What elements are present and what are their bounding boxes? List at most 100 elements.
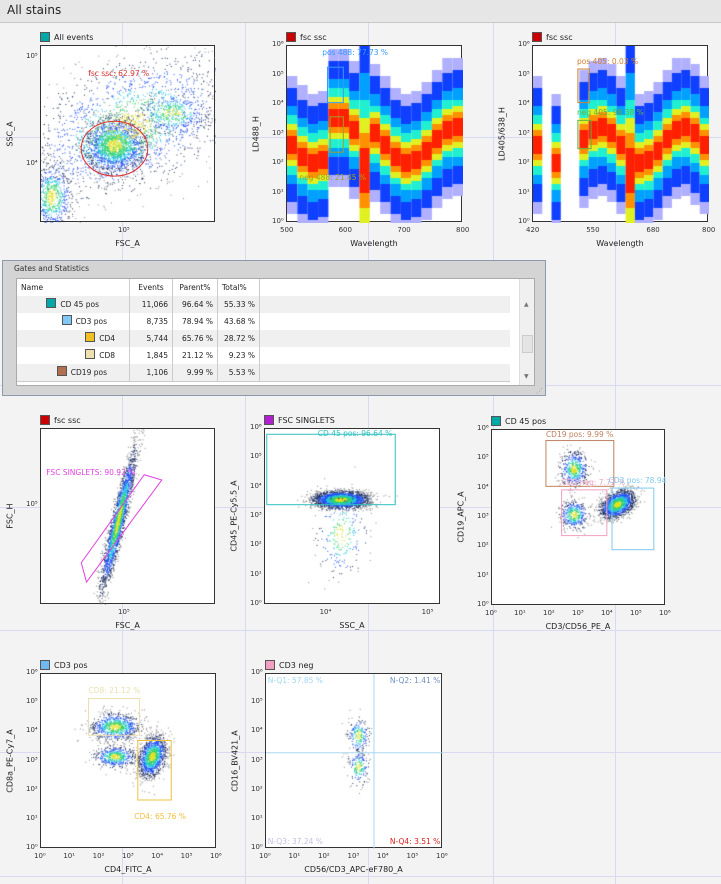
y-axis-label[interactable]: FSC_H bbox=[5, 503, 15, 529]
gates-statistics-panel[interactable]: Gates and Statistics Name Events Parent%… bbox=[2, 260, 546, 396]
event-density-plot bbox=[41, 429, 216, 605]
population-name: CD3 neg bbox=[279, 660, 314, 670]
plot-legend[interactable]: fsc ssc bbox=[40, 415, 81, 425]
gate-shape[interactable] bbox=[545, 440, 615, 487]
table-row[interactable]: CD4 5,744 65.76 % 28.72 % bbox=[17, 330, 510, 348]
column-header-parent[interactable]: Parent% bbox=[173, 279, 218, 296]
plot-legend[interactable]: CD3 neg bbox=[265, 660, 313, 670]
resize-grip-icon[interactable]: ⋰ bbox=[536, 387, 543, 395]
gate-shape[interactable] bbox=[561, 489, 608, 537]
plot-canvas[interactable]: pos 405: 0.03 % neg 405: 98.38 % bbox=[532, 45, 709, 223]
scroll-down-arrow-icon[interactable]: ▼ bbox=[524, 373, 529, 380]
gate-name: CD19 pos bbox=[70, 368, 107, 377]
plot-legend[interactable]: fsc ssc bbox=[532, 32, 573, 42]
x-axis-label[interactable]: FSC_A bbox=[115, 621, 140, 630]
column-header-name[interactable]: Name bbox=[17, 279, 130, 296]
y-axis-label[interactable]: CD8a_PE-Cy7_A bbox=[5, 728, 15, 793]
gate-label[interactable]: N-Q3: 37.24 % bbox=[267, 836, 323, 846]
gate-label[interactable]: CD8: 21.12 % bbox=[88, 686, 141, 696]
gate-label[interactable]: neg 405: 98.38 % bbox=[577, 107, 644, 117]
gate-label[interactable]: N-Q2: 1.41 % bbox=[389, 675, 441, 685]
y-axis-label[interactable]: CD19_APC_A bbox=[456, 491, 466, 543]
x-tick-label: 10⁵ bbox=[421, 608, 434, 616]
gate-label[interactable]: N-Q1: 57.85 % bbox=[267, 675, 323, 685]
population-name: FSC SINGLETS bbox=[278, 415, 335, 425]
table-row[interactable]: CD19 pos 1,106 9.99 % 5.53 % bbox=[17, 364, 510, 382]
column-header-events[interactable]: Events bbox=[130, 279, 173, 296]
gate-shape[interactable] bbox=[611, 487, 655, 551]
gate-label[interactable]: neg 488: 21.45 % bbox=[299, 173, 367, 183]
x-tick-label: 10⁵ bbox=[406, 852, 419, 860]
table-row[interactable]: CD 45 pos 11,066 96.64 % 55.33 % bbox=[17, 296, 510, 314]
x-tick-label: 10⁶ bbox=[659, 609, 671, 617]
y-tick-label: 10¹ bbox=[477, 570, 489, 579]
y-tick-label: 10³ bbox=[477, 512, 489, 520]
gate-name: CD8 bbox=[99, 351, 115, 360]
table-row[interactable]: CD8 1,845 21.12 % 9.23 % bbox=[17, 347, 510, 365]
gate-shape[interactable] bbox=[329, 116, 344, 153]
gate-shape[interactable] bbox=[577, 119, 592, 150]
plot-legend[interactable]: CD3 pos bbox=[40, 660, 88, 670]
x-tick-label: 800 bbox=[456, 226, 470, 234]
x-tick-label: 10⁵ bbox=[180, 852, 193, 860]
x-tick-label: 700 bbox=[397, 226, 411, 234]
y-tick-label: 10⁴ bbox=[26, 158, 38, 167]
x-axis-label[interactable]: CD56/CD3_APC-eF780_A bbox=[304, 865, 403, 874]
gate-label[interactable]: FSC SINGLETS: 90.92 % bbox=[46, 467, 136, 477]
x-axis-label[interactable]: FSC_A bbox=[115, 239, 140, 248]
y-axis-label[interactable]: SSC_A bbox=[5, 120, 15, 147]
gate-shape[interactable] bbox=[577, 68, 590, 104]
x-tick-label: 10⁴ bbox=[319, 608, 332, 616]
table-scrollbar[interactable]: ▲ ▼ bbox=[519, 279, 534, 385]
y-axis-label[interactable]: LD405/638_H bbox=[497, 106, 507, 161]
x-axis-label[interactable]: CD3/CD56_PE_A bbox=[545, 622, 611, 631]
x-axis-label[interactable]: Wavelength bbox=[596, 239, 644, 248]
column-header-total[interactable]: Total% bbox=[218, 279, 260, 296]
gate-shape[interactable] bbox=[88, 698, 141, 736]
y-tick-label: 10⁰ bbox=[250, 599, 262, 607]
gate-label[interactable]: N-Q4: 3.51 % bbox=[389, 836, 441, 846]
plot-legend[interactable]: CD 45 pos bbox=[491, 416, 546, 426]
scroll-thumb[interactable] bbox=[522, 335, 533, 353]
y-axis-label[interactable]: LD488_H bbox=[251, 115, 261, 152]
x-axis-label[interactable]: Wavelength bbox=[350, 239, 398, 248]
plot-legend[interactable]: All events bbox=[40, 32, 93, 42]
y-axis-label[interactable]: CD16_BV421_A bbox=[230, 729, 240, 792]
plot-canvas[interactable]: CD19 pos: 9.99 % CD3 neg: 7.72 % CD3 pos: … bbox=[491, 429, 667, 606]
y-tick-label: 10⁰ bbox=[477, 600, 489, 608]
gate-shape[interactable] bbox=[326, 66, 344, 104]
table-row[interactable]: CD3 pos 8,735 78.94 % 43.68 % bbox=[17, 313, 510, 331]
gate-label[interactable]: CD4: 65.76 % bbox=[134, 812, 186, 822]
plot-canvas[interactable]: CD 45 pos: 96.64 % bbox=[264, 428, 441, 605]
parent-percent-cell: 9.99 % bbox=[173, 364, 218, 381]
plot-canvas[interactable]: N-Q1: 57.85 % N-Q2: 1.41 % N-Q3: 37.24 % N-… bbox=[265, 673, 443, 849]
gate-label[interactable]: CD19 pos: 9.99 % bbox=[545, 430, 614, 439]
gate-label[interactable]: CD 45 pos: 96.64 % bbox=[317, 429, 393, 438]
gate-label[interactable]: fsc ssc: 62.97 % bbox=[88, 69, 150, 78]
gate-shape[interactable] bbox=[137, 740, 172, 801]
event-density-plot bbox=[41, 674, 217, 849]
gate-label[interactable]: CD3 pos: 78.94 bbox=[608, 475, 667, 485]
plot-canvas[interactable]: fsc ssc: 62.97 % bbox=[40, 45, 216, 223]
gate-label[interactable]: pos 488: 77.73 % bbox=[322, 47, 389, 57]
plot-canvas[interactable]: FSC SINGLETS: 90.92 % bbox=[40, 428, 216, 605]
y-axis-label[interactable]: CD45_PE-Cy5.5_A bbox=[229, 480, 239, 552]
y-tick-label: 10¹ bbox=[250, 569, 262, 578]
x-axis-label[interactable]: SSC_A bbox=[339, 621, 365, 630]
plot-canvas[interactable]: pos 488: 77.73 % neg 488: 21.45 % bbox=[286, 45, 463, 223]
x-tick-label: 10² bbox=[543, 609, 555, 617]
gate-layer bbox=[266, 433, 396, 506]
gate-shape[interactable] bbox=[80, 474, 163, 584]
statistics-table: Name Events Parent% Total% CD 45 pos 11,… bbox=[16, 278, 535, 386]
plot-legend[interactable]: FSC SINGLETS bbox=[264, 415, 335, 425]
scroll-up-arrow-icon[interactable]: ▲ bbox=[524, 301, 529, 308]
gate-layer bbox=[80, 120, 149, 177]
plot-legend[interactable]: fsc ssc bbox=[286, 32, 327, 42]
gate-label[interactable]: CD3 neg: 7.72 % bbox=[561, 477, 626, 487]
y-tick-label: 10⁵ bbox=[250, 452, 262, 461]
gate-shape[interactable] bbox=[80, 120, 149, 177]
x-axis-label[interactable]: CD4_FITC_A bbox=[104, 865, 152, 874]
gate-label[interactable]: pos 405: 0.03 % bbox=[577, 56, 639, 66]
plot-canvas[interactable]: CD8: 21.12 % CD4: 65.76 % bbox=[40, 673, 217, 849]
gate-shape[interactable] bbox=[266, 433, 396, 506]
